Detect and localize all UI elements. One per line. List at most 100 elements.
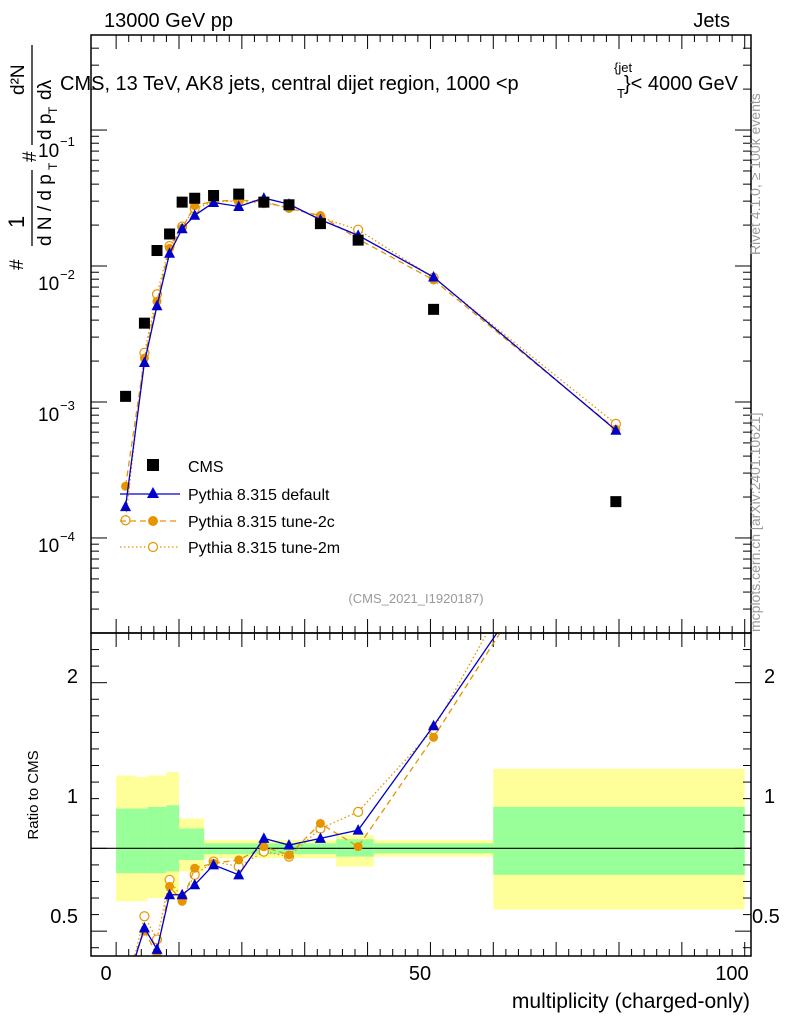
ratio-point-default: [233, 868, 245, 880]
ylabel-dpt: d p: [35, 114, 56, 140]
main-title-subscript: T: [617, 86, 625, 101]
legend-marker-filled-circle: [148, 516, 158, 526]
main-point-default: [610, 424, 622, 435]
main-plot: CMS, 13 TeV, AK8 jets, central dijet reg…: [4, 34, 752, 634]
main-point-cms: [283, 199, 295, 211]
legend-label-tune2c: Pythia 8.315 tune-2c: [188, 514, 335, 531]
main-axis-ticks: [91, 34, 751, 634]
ytick-base: 10: [38, 141, 59, 162]
ratio-ytick-label-1-right: 1: [764, 786, 775, 808]
main-point-cms: [176, 196, 188, 208]
ratio-point-tune2c: [353, 842, 363, 852]
main-point-default: [151, 299, 163, 311]
ytick-exponent: −4: [60, 529, 75, 544]
ytick-base: 10: [38, 274, 59, 295]
legend-entry-default: Pythia 8.315 default: [120, 487, 330, 504]
mcplots-source-label: mcplots.cern.ch [arXiv:2401.10621]: [747, 413, 763, 632]
ratio-point-tune2c: [315, 818, 325, 828]
ytick-base: 10: [38, 405, 59, 426]
ratio-band-inner: [135, 808, 148, 874]
rivet-version-label: Rivet 4.1.0, ≥ 100k events: [747, 93, 763, 255]
main-point-tune2m: [120, 515, 131, 526]
ratio-point-default: [314, 832, 326, 843]
ratio-line-tune2c: [133, 633, 501, 956]
ratio-ylabel: Ratio to CMS: [25, 750, 42, 839]
main-point-cms: [233, 188, 245, 200]
ratio-series-default: [135, 633, 498, 956]
ytick-exponent: −3: [60, 398, 75, 413]
ratio-point-tune2c: [429, 732, 439, 742]
main-point-cms: [120, 390, 132, 402]
main-line-default: [124, 197, 617, 507]
ratio-ytick-label-1: 1: [67, 786, 78, 808]
ratio-xtick-labels: 0 50 100: [100, 963, 748, 985]
ratio-ytick-label-2-right: 2: [764, 666, 775, 688]
xtick-label-100: 100: [715, 963, 748, 985]
ratio-point-tune2c: [165, 881, 175, 891]
ratio-point-default: [176, 888, 188, 900]
ytick-exponent: −2: [60, 267, 75, 282]
ytick-exponent: −1: [60, 134, 75, 149]
ratio-point-tune2c: [284, 850, 294, 860]
legend-marker-triangle: [147, 487, 159, 498]
ytick-base: 10: [38, 536, 59, 557]
main-point-default: [428, 271, 440, 282]
legend-entry-tune2m: Pythia 8.315 tune-2m: [120, 540, 340, 557]
legend-entry-tune2c: Pythia 8.315 tune-2c: [120, 514, 335, 531]
ylabel-hash-2: #: [20, 151, 41, 162]
legend-marker-open-circle: [147, 541, 159, 553]
ylabel-one: 1: [4, 216, 29, 228]
ylabel-sub-t-1: T: [46, 162, 60, 170]
main-point-cms: [352, 234, 364, 246]
main-title-superscript: {jet: [614, 60, 632, 75]
ylabel-hash-1: #: [7, 259, 28, 270]
ratio-point-default: [151, 943, 163, 954]
main-point-cms: [164, 228, 176, 240]
legend-label-cms: CMS: [188, 459, 224, 476]
ratio-plot-frame: [90, 632, 752, 957]
main-line-tune2m: [124, 200, 617, 521]
ratio-ytick-labels-left: 2 1 0.5: [50, 666, 78, 928]
ratio-plot: Ratio to CMS 2 1 0.5 2 1 0.5 0 50 100 mu…: [25, 632, 780, 1013]
main-point-default: [120, 500, 132, 512]
main-point-cms: [258, 196, 270, 208]
main-series-layer: [120, 188, 622, 526]
main-point-default: [138, 356, 150, 368]
legend: CMS Pythia 8.315 default Pythia 8.315 tu…: [120, 459, 340, 557]
main-point-cms: [189, 192, 201, 204]
ratio-uncertainty-bands: [116, 768, 745, 910]
ylabel-d2n: d²N: [8, 64, 29, 95]
xtick-label-50: 50: [409, 963, 431, 985]
main-title-tail: }< 4000 GeV: [624, 73, 739, 95]
main-point-default: [176, 222, 188, 234]
ylabel-dlambda: dλ: [35, 79, 56, 100]
ytick-label-1e-3: 10 −3: [38, 398, 75, 426]
ratio-point-default: [258, 832, 270, 843]
analysis-watermark: (CMS_2021_I1920187): [348, 591, 483, 606]
xaxis-label: multiplicity (charged-only): [512, 990, 750, 1013]
main-point-cms: [208, 190, 220, 202]
main-line-tune2c: [124, 199, 617, 487]
main-ylabel: # 1 d N / d p T # d p T dλ d²N: [4, 45, 60, 270]
ratio-point-tune2c: [259, 842, 269, 852]
ytick-label-1e-4: 10 −4: [38, 529, 75, 557]
ylabel-sub-t-2: T: [46, 106, 60, 114]
ratio-series-layer: [133, 633, 501, 956]
main-ytick-labels: 10 −1 10 −2 10 −3 10 −4: [38, 134, 75, 557]
legend-marker-square: [147, 459, 159, 471]
main-point-default: [233, 200, 245, 211]
ratio-ytick-labels-right: 2 1 0.5: [752, 666, 780, 928]
ratio-ytick-label-0-5: 0.5: [50, 906, 78, 928]
ratio-point-default: [208, 858, 220, 870]
legend-label-tune2m: Pythia 8.315 tune-2m: [188, 540, 340, 557]
main-point-cms: [138, 317, 150, 329]
main-point-default: [189, 209, 201, 220]
ratio-point-default: [352, 824, 364, 835]
ratio-point-default: [283, 839, 295, 850]
legend-label-default: Pythia 8.315 default: [188, 487, 330, 504]
header-category-label: Jets: [693, 10, 730, 32]
main-point-cms: [151, 245, 163, 257]
ratio-axis-ticks: [91, 632, 751, 956]
ratio-ytick-label-0-5-right: 0.5: [752, 906, 780, 928]
